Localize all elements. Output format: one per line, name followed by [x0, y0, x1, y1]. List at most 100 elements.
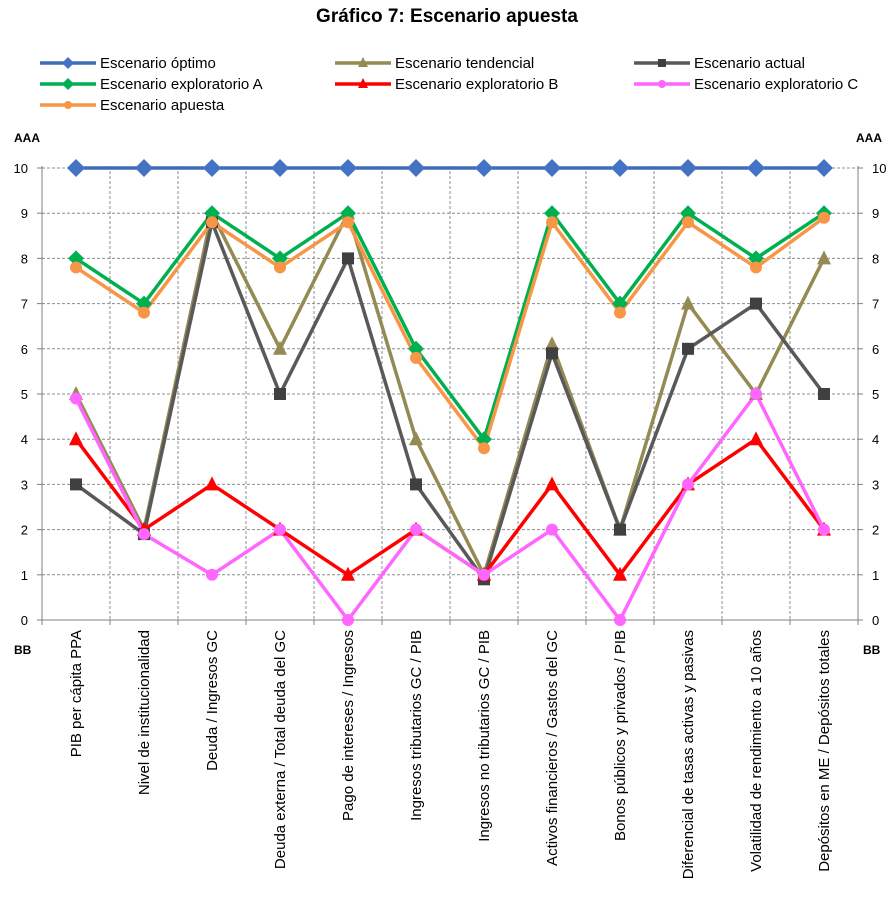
data-point	[682, 478, 694, 491]
category-label: Diferencial de tasas activas y pasivas	[680, 630, 697, 879]
data-point	[546, 216, 558, 229]
left-bottom-label: BB	[14, 643, 32, 657]
category-label: Nivel de institucionalidad	[136, 630, 153, 795]
y-tick-label-right: 10	[872, 161, 886, 176]
data-point	[818, 388, 830, 400]
data-point	[274, 388, 286, 400]
series-markers-group	[67, 159, 833, 177]
y-tick-label-right: 2	[872, 523, 879, 538]
data-point	[612, 295, 628, 312]
category-label: Activos financieros / Gastos del GC	[544, 630, 561, 866]
data-point	[70, 478, 82, 491]
tick-labels: 0 0 1 1 2 2 3 3 4 4 5 5 6 6 7 7 8 8 9 9 10 10	[14, 161, 887, 628]
series-line	[74, 220, 826, 582]
data-point	[341, 566, 355, 581]
series-line	[75, 216, 826, 450]
data-point	[67, 159, 85, 177]
data-point	[273, 340, 287, 355]
category-label: Deuda externa / Total deuda del GC	[272, 630, 289, 869]
data-point	[682, 342, 694, 355]
y-tick-label-left: 7	[21, 297, 28, 312]
series-markers-group	[70, 211, 830, 455]
y-tick-label-right: 1	[872, 568, 879, 583]
data-point	[138, 306, 150, 319]
data-point	[62, 57, 74, 69]
y-tick-label-right: 5	[872, 387, 879, 402]
data-point	[818, 523, 830, 536]
y-tick-label-right: 7	[872, 297, 879, 312]
legend-entry: Escenario actual	[634, 55, 805, 72]
data-point	[749, 431, 763, 446]
category-label: Deuda / Ingresos GC	[204, 630, 221, 771]
data-point	[204, 205, 220, 222]
data-point	[750, 261, 762, 274]
right-bottom-label: BB	[863, 643, 881, 657]
data-point	[478, 442, 490, 455]
data-point	[546, 523, 558, 536]
category-label: Depósitos en ME / Depósitos totales	[816, 630, 833, 872]
data-point	[475, 159, 493, 177]
data-point	[340, 205, 356, 222]
data-point	[658, 80, 666, 88]
data-point	[274, 261, 286, 274]
data-point	[62, 78, 74, 90]
data-point	[817, 250, 831, 265]
data-point	[476, 431, 492, 448]
data-point	[408, 340, 424, 357]
series-line	[75, 211, 825, 441]
data-point	[407, 159, 425, 177]
category-labels: PIB per cápita PPA Nivel de institucional…	[68, 630, 833, 879]
data-point	[682, 216, 694, 229]
data-point	[543, 159, 561, 177]
data-point	[410, 523, 422, 536]
series-markers-group	[70, 388, 830, 626]
data-point	[546, 347, 558, 360]
data-point	[135, 159, 153, 177]
legend-entry: Escenario exploratorio B	[335, 76, 558, 93]
category-label: Bonos públicos y privados / PIB	[612, 630, 629, 841]
data-point	[69, 431, 83, 446]
data-point	[274, 523, 286, 536]
y-tick-label-right: 4	[872, 432, 879, 447]
data-point	[748, 250, 764, 267]
data-point	[136, 295, 152, 312]
series-line	[74, 392, 826, 622]
axes	[37, 166, 863, 625]
category-label: Volatilidad de rendimiento a 10 años	[748, 630, 765, 872]
data-point	[815, 159, 833, 177]
data-point	[818, 211, 830, 224]
legend-label: Escenario exploratorio C	[694, 76, 858, 93]
data-point	[271, 159, 289, 177]
legend-entry: Escenario óptimo	[40, 55, 216, 72]
series-markers-group	[68, 205, 832, 448]
legend-label: Escenario óptimo	[100, 55, 216, 72]
y-tick-label-left: 6	[21, 342, 28, 357]
legend-label: Escenario exploratorio A	[100, 76, 263, 93]
data-point	[272, 250, 288, 267]
y-tick-label-left: 9	[21, 206, 28, 221]
data-point	[680, 205, 696, 222]
category-label: Ingresos no tributarios GC / PIB	[476, 630, 493, 842]
data-point	[358, 78, 368, 88]
data-point	[342, 252, 354, 265]
data-point	[478, 568, 490, 581]
y-tick-label-left: 8	[21, 251, 28, 266]
data-point	[358, 57, 368, 67]
category-label: Ingresos tributarios GC / PIB	[408, 630, 425, 821]
y-tick-label-right: 9	[872, 206, 879, 221]
data-point	[544, 205, 560, 222]
data-point	[679, 159, 697, 177]
y-tick-label-left: 0	[21, 613, 28, 628]
data-point	[750, 297, 762, 310]
data-point	[138, 528, 150, 541]
data-point	[750, 388, 762, 400]
data-point	[342, 216, 354, 229]
data-point	[206, 568, 218, 581]
series-lines	[74, 166, 826, 622]
legend-label: Escenario apuesta	[100, 97, 225, 114]
data-point	[68, 250, 84, 267]
data-point	[205, 476, 219, 491]
data-point	[545, 476, 559, 491]
data-point	[614, 523, 626, 536]
